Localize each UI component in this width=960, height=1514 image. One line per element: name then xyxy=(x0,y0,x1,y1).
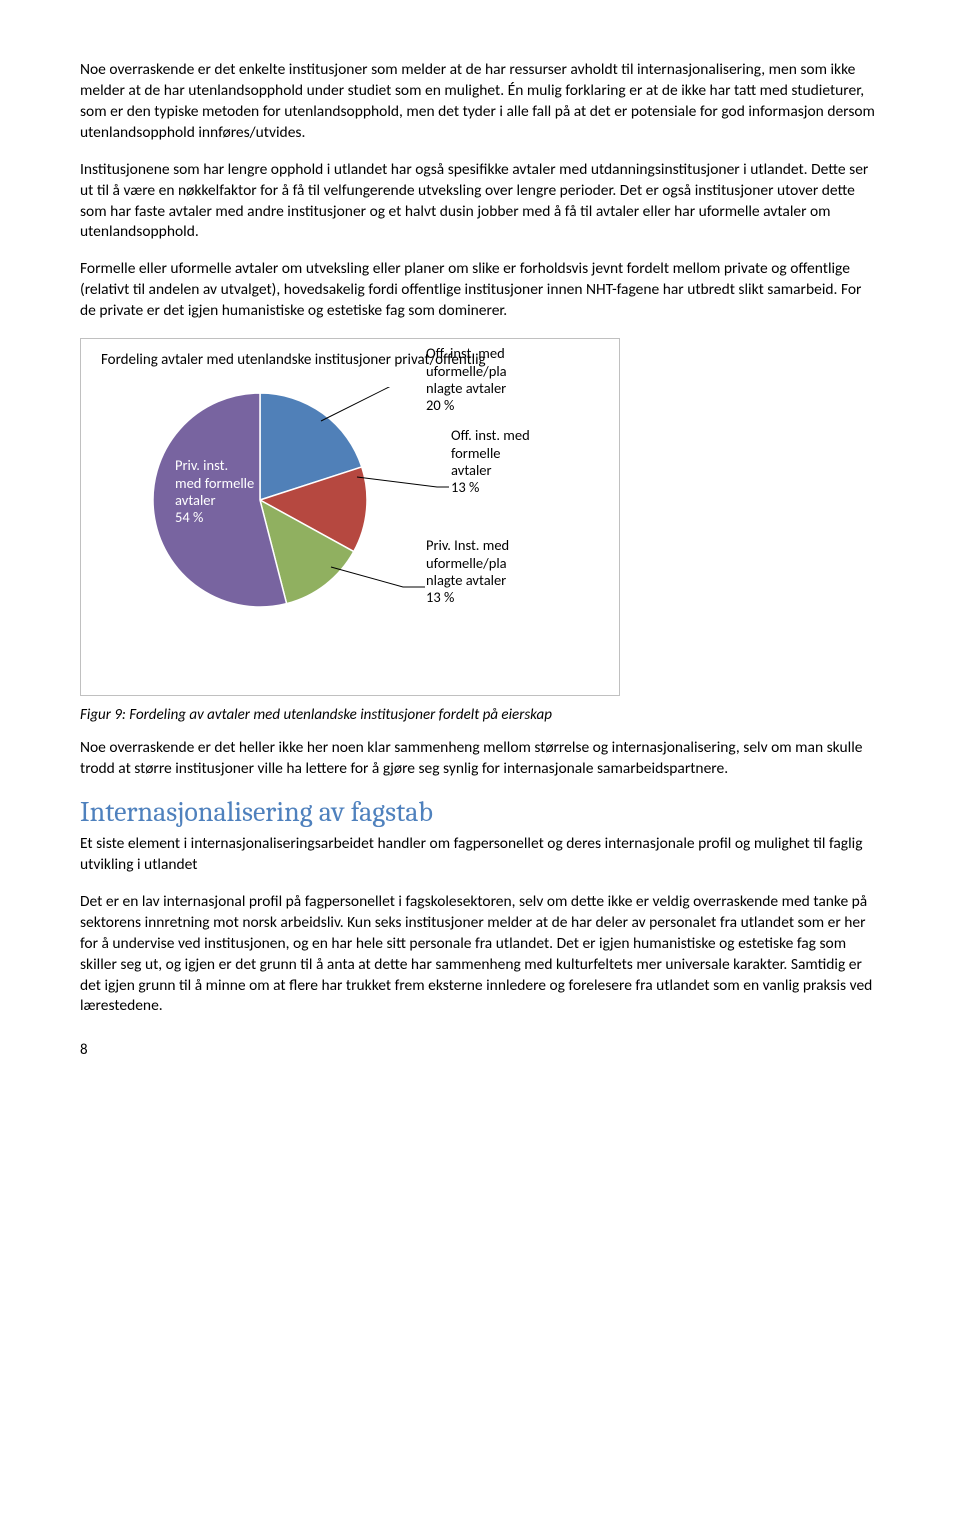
pie-label-line: nlagte avtaler xyxy=(426,380,507,397)
pie-label-line: uformelle/pla xyxy=(426,363,507,380)
pie-label-line: 20 % xyxy=(426,397,507,414)
pie-label-line: 13 % xyxy=(451,479,530,496)
pie-label-line: avtaler xyxy=(175,492,254,509)
pie-label-line: 54 % xyxy=(175,509,254,526)
pie-label-line: Priv. inst. xyxy=(175,457,254,474)
chart-inner: Off. inst. med uformelle/planlagte avtale… xyxy=(91,387,609,667)
pie-label-line: Off. inst. med xyxy=(451,427,530,444)
pie-label-priv_formelle: Priv. inst.med formelleavtaler54 % xyxy=(175,457,254,527)
pie-label-line: Off. inst. med xyxy=(426,345,507,362)
pie-label-line: med formelle xyxy=(175,475,254,492)
pie-label-line: uformelle/pla xyxy=(426,555,509,572)
pie-label-line: 13 % xyxy=(426,589,509,606)
leader-line-1 xyxy=(357,477,449,487)
paragraph-6: Det er en lav internasjonal profil på fa… xyxy=(80,892,880,1018)
pie-label-line: formelle xyxy=(451,445,530,462)
pie-label-line: nlagte avtaler xyxy=(426,572,509,589)
paragraph-3: Formelle eller uformelle avtaler om utve… xyxy=(80,259,880,322)
page-number: 8 xyxy=(80,1041,880,1059)
pie-label-priv_uformelle: Priv. Inst. meduformelle/planlagte avtal… xyxy=(426,537,509,607)
pie-chart-container: Fordeling avtaler med utenlandske instit… xyxy=(80,338,620,696)
pie-label-off_formelle: Off. inst. medformelleavtaler13 % xyxy=(451,427,530,497)
paragraph-5: Et siste element i internasjonaliserings… xyxy=(80,834,880,876)
pie-label-line: Priv. Inst. med xyxy=(426,537,509,554)
paragraph-4: Noe overraskende er det heller ikke her … xyxy=(80,738,880,780)
chart-title: Fordeling avtaler med utenlandske instit… xyxy=(91,351,609,369)
section-heading: Internasjonalisering av fagstab xyxy=(80,796,880,828)
pie-label-off_uformelle: Off. inst. meduformelle/planlagte avtale… xyxy=(426,345,507,415)
figure-caption: Figur 9: Fordeling av avtaler med utenla… xyxy=(80,706,880,724)
pie-label-line: avtaler xyxy=(451,462,530,479)
paragraph-2: Institusjonene som har lengre opphold i … xyxy=(80,160,880,244)
paragraph-1: Noe overraskende er det enkelte institus… xyxy=(80,60,880,144)
